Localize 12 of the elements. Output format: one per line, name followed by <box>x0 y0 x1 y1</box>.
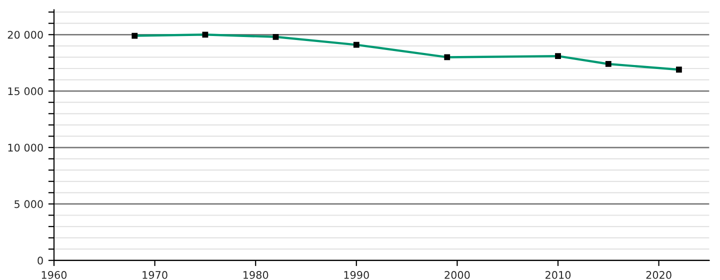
y-tick-label: 10 000 <box>8 144 43 152</box>
y-tick-label: 20 000 <box>8 30 43 39</box>
x-tick-label: 1980 <box>243 271 268 279</box>
y-tick-label: 0 <box>38 256 43 265</box>
y-tick-label: 15 000 <box>8 87 43 96</box>
y-tick-label: 5 000 <box>14 200 43 208</box>
x-tick-label: 1960 <box>42 271 67 279</box>
x-tick-label: 2010 <box>546 271 571 279</box>
x-tick-label: 1990 <box>344 271 369 279</box>
x-tick-label: 2000 <box>444 271 470 279</box>
x-tick-label: 2020 <box>646 271 672 279</box>
x-tick-label: 1970 <box>142 271 168 279</box>
